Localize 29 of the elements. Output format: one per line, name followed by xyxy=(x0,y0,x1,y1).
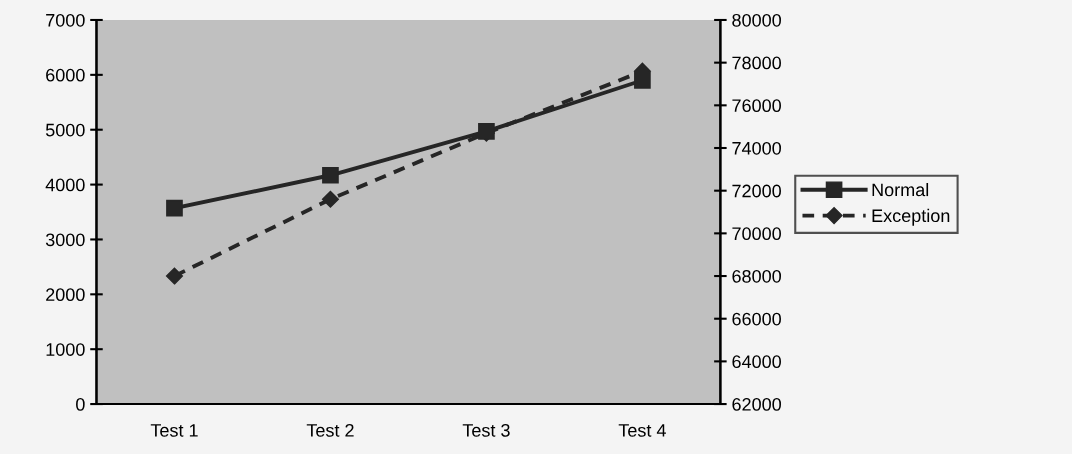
x-tick-label: Test 2 xyxy=(306,423,354,437)
y-tick-label: 2000 xyxy=(46,288,85,302)
y-tick-label: 6000 xyxy=(46,68,85,82)
y2-tick-label: 64000 xyxy=(732,355,781,369)
y2-tick-label: 74000 xyxy=(732,141,781,155)
point xyxy=(166,199,183,217)
y2-tick-label: 80000 xyxy=(732,13,781,27)
y2-tick-label: 78000 xyxy=(732,56,781,70)
x-tick-label: Test 4 xyxy=(618,424,666,437)
y2-tick-label: 68000 xyxy=(732,269,781,283)
point xyxy=(321,190,339,208)
y2-tick-label: 70000 xyxy=(732,227,781,241)
y-tick-label: 5000 xyxy=(45,123,85,137)
point xyxy=(165,267,184,285)
point xyxy=(634,71,651,89)
x-tick-label: Test 3 xyxy=(462,423,510,437)
point xyxy=(322,166,339,184)
y-tick-label: 0 xyxy=(76,397,85,411)
y-tick-label: 3000 xyxy=(45,233,85,247)
y-tick-label: 4000 xyxy=(45,178,85,192)
y2-tick-label: 66000 xyxy=(732,312,781,326)
y2-tick-label: 76000 xyxy=(732,99,781,113)
y-tick-label: 7000 xyxy=(46,13,85,27)
x-tick-label: Test 1 xyxy=(150,424,198,437)
legend-label: Normal xyxy=(872,182,929,197)
y2-tick-label: 62000 xyxy=(732,397,781,411)
y2-tick-label: 72000 xyxy=(732,184,781,198)
legend-label: Exception xyxy=(872,208,950,226)
y-tick-label: 1000 xyxy=(46,343,85,356)
